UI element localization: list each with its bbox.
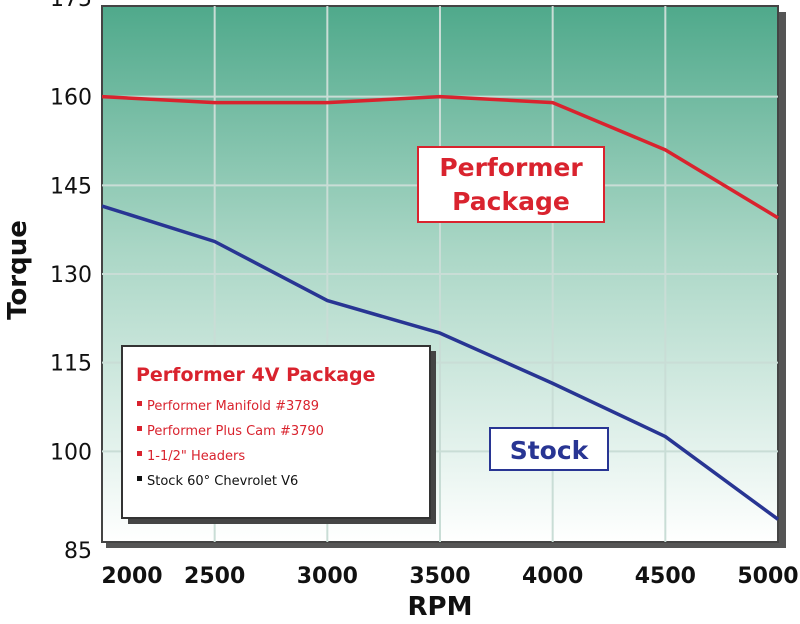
annotation-performer-line1: Performer	[439, 153, 583, 182]
y-tick-label: 85	[64, 539, 92, 564]
x-tick-label: 2500	[184, 564, 245, 589]
legend-item-text: Stock 60° Chevrolet V6	[147, 474, 298, 489]
legend-bullet	[137, 426, 142, 431]
x-tick-label: 4500	[635, 564, 696, 589]
x-tick-label: 2000	[101, 564, 162, 589]
x-axis-label: RPM	[408, 592, 473, 620]
x-tick-label: 4000	[522, 564, 583, 589]
y-tick-label: 130	[50, 263, 92, 288]
legend-title: Performer 4V Package	[136, 364, 376, 386]
legend-item-text: 1-1/2" Headers	[147, 449, 245, 464]
legend-item-text: Performer Manifold #3789	[147, 399, 319, 414]
annotation-performer-line2: Package	[452, 187, 570, 216]
x-tick-label: 3000	[297, 564, 358, 589]
y-tick-label: 145	[50, 174, 92, 199]
x-tick-label: 3500	[409, 564, 470, 589]
y-tick-label: 175	[50, 0, 92, 12]
annotation-performer-package: Performer Package	[418, 147, 604, 222]
annotation-stock: Stock	[490, 428, 608, 470]
legend: Performer 4V Package Performer Manifold …	[122, 346, 436, 524]
legend-bullet	[137, 451, 142, 456]
y-axis-label: Torque	[3, 220, 33, 320]
legend-item-text: Performer Plus Cam #3790	[147, 424, 324, 439]
x-tick-label: 5000	[737, 564, 798, 589]
y-tick-label: 100	[50, 440, 92, 465]
y-tick-label: 115	[50, 352, 92, 377]
annotation-stock-text: Stock	[510, 436, 590, 465]
legend-bullet	[137, 476, 142, 481]
y-tick-label: 160	[50, 86, 92, 111]
legend-bullet	[137, 401, 142, 406]
